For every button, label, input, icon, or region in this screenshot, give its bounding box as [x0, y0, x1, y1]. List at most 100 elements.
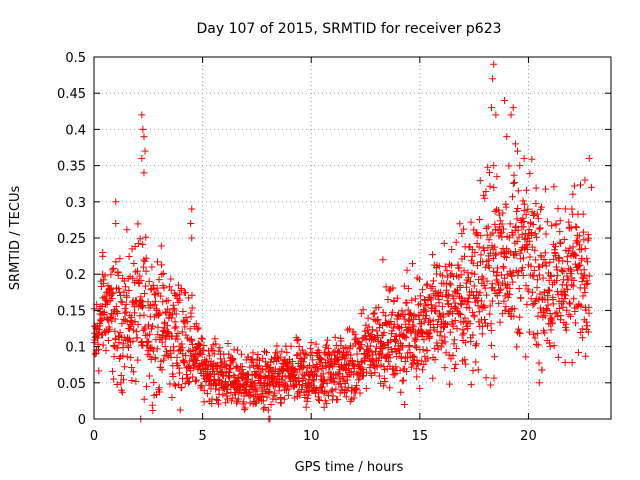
data-point — [456, 220, 464, 228]
y-tick-label: 0.35 — [57, 160, 86, 175]
data-point — [494, 264, 502, 272]
data-point — [467, 218, 475, 226]
data-point — [500, 264, 508, 272]
data-points — [90, 60, 595, 423]
data-point — [449, 309, 457, 317]
y-tick-label: 0.3 — [65, 196, 86, 211]
data-point — [579, 334, 587, 342]
data-point — [144, 338, 152, 346]
data-point — [426, 321, 434, 329]
data-point — [354, 376, 362, 384]
data-point — [108, 266, 116, 274]
data-point — [578, 325, 586, 333]
data-point — [198, 359, 206, 367]
data-point — [293, 352, 301, 360]
data-point — [442, 319, 450, 327]
data-point — [469, 259, 477, 267]
data-point — [350, 364, 358, 372]
data-point — [259, 354, 267, 362]
data-point — [549, 300, 557, 308]
data-point — [246, 363, 254, 371]
data-point — [380, 329, 388, 337]
data-point — [530, 330, 538, 338]
data-point — [400, 282, 408, 290]
data-point — [574, 266, 582, 274]
data-point — [373, 363, 381, 371]
data-point — [415, 275, 423, 283]
data-point — [567, 312, 575, 320]
data-point — [369, 326, 377, 334]
data-point — [192, 377, 200, 385]
data-point — [120, 376, 128, 384]
data-point — [380, 374, 388, 382]
data-point — [295, 342, 303, 350]
data-point — [386, 384, 394, 392]
data-point — [516, 255, 524, 263]
data-point — [182, 331, 190, 339]
data-point — [278, 376, 286, 384]
data-point — [339, 374, 347, 382]
data-point — [462, 360, 470, 368]
data-point — [474, 262, 482, 270]
data-point — [503, 133, 511, 141]
data-point — [577, 329, 585, 337]
data-point — [342, 393, 350, 401]
data-point — [492, 111, 500, 119]
data-point — [582, 318, 590, 326]
y-tick-label: 0.45 — [57, 87, 86, 102]
data-point — [219, 391, 227, 399]
data-point — [174, 330, 182, 338]
data-point — [512, 222, 520, 230]
data-point — [412, 365, 420, 373]
data-point — [312, 385, 320, 393]
data-point — [132, 377, 140, 385]
data-point — [506, 291, 514, 299]
data-point — [140, 395, 148, 403]
data-point — [134, 220, 142, 228]
data-point — [178, 328, 186, 336]
data-point — [450, 295, 458, 303]
data-point — [238, 350, 246, 358]
data-point — [470, 282, 478, 290]
data-point — [579, 228, 587, 236]
data-point — [511, 305, 519, 313]
data-point — [568, 281, 576, 289]
data-point — [502, 254, 510, 262]
data-point — [547, 315, 555, 323]
data-point — [278, 347, 286, 355]
data-point — [435, 289, 443, 297]
data-point — [541, 249, 549, 257]
data-point — [359, 306, 367, 314]
data-point — [187, 313, 195, 321]
data-point — [435, 299, 443, 307]
data-point — [536, 271, 544, 279]
data-point — [187, 367, 195, 375]
data-point — [509, 278, 517, 286]
data-point — [186, 325, 194, 333]
data-point — [553, 309, 561, 317]
data-point — [199, 335, 207, 343]
data-point — [388, 348, 396, 356]
data-point — [411, 295, 419, 303]
data-point — [155, 310, 163, 318]
data-point — [200, 387, 208, 395]
data-point — [468, 252, 476, 260]
data-point — [530, 267, 538, 275]
data-point — [466, 278, 474, 285]
data-point — [337, 383, 345, 391]
data-point — [509, 231, 517, 239]
data-point — [117, 298, 125, 306]
data-point — [176, 369, 184, 377]
data-point — [552, 220, 560, 228]
data-point — [490, 353, 498, 361]
data-point — [576, 181, 584, 189]
data-point — [240, 406, 248, 414]
data-point — [556, 305, 564, 313]
data-point — [288, 357, 296, 365]
data-point — [352, 334, 360, 342]
data-point — [544, 301, 552, 309]
data-point — [404, 285, 412, 293]
data-point — [472, 230, 480, 238]
y-tick-label: 0.1 — [65, 341, 86, 356]
data-point — [447, 271, 455, 279]
